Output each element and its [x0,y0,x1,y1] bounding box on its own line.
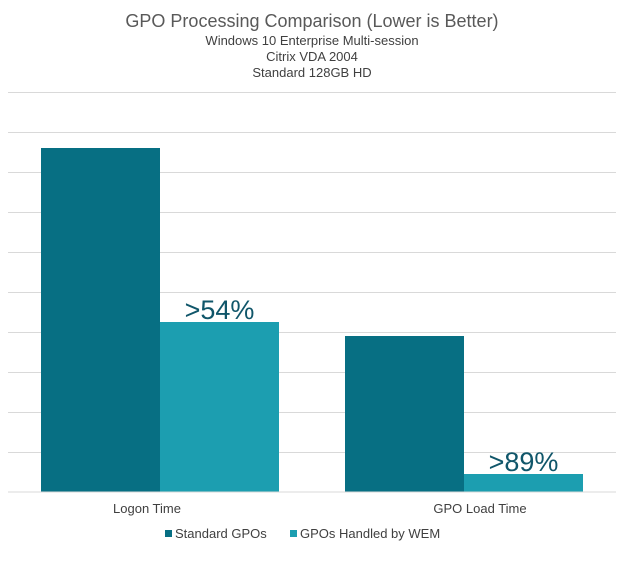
bar-gpos-handled-by-wem-logon-time [160,322,279,492]
data-label-gpos-handled-by-wem-logon-time: >54% [185,295,255,325]
bars [41,148,583,492]
legend-label-standard-gpos: Standard GPOs [175,526,267,541]
chart-subtitle-3: Standard 128GB HD [252,65,371,80]
chart-title: GPO Processing Comparison (Lower is Bett… [125,11,498,31]
bar-standard-gpos-gpo-load-time [345,336,464,492]
category-label-logon-time: Logon Time [113,501,181,516]
legend: Standard GPOs GPOs Handled by WEM [165,526,440,541]
legend-label-gpos-handled-by-wem: GPOs Handled by WEM [300,526,440,541]
data-labels: >54% >89% [185,295,559,477]
legend-swatch-gpos-handled-by-wem [290,530,297,537]
chart-subtitle-1: Windows 10 Enterprise Multi-session [205,33,418,48]
legend-swatch-standard-gpos [165,530,172,537]
category-label-gpo-load-time: GPO Load Time [433,501,526,516]
data-label-gpos-handled-by-wem-gpo-load-time: >89% [489,447,559,477]
bar-gpos-handled-by-wem-gpo-load-time [464,474,583,492]
chart-subtitle-2: Citrix VDA 2004 [266,49,358,64]
bar-standard-gpos-logon-time [41,148,160,492]
